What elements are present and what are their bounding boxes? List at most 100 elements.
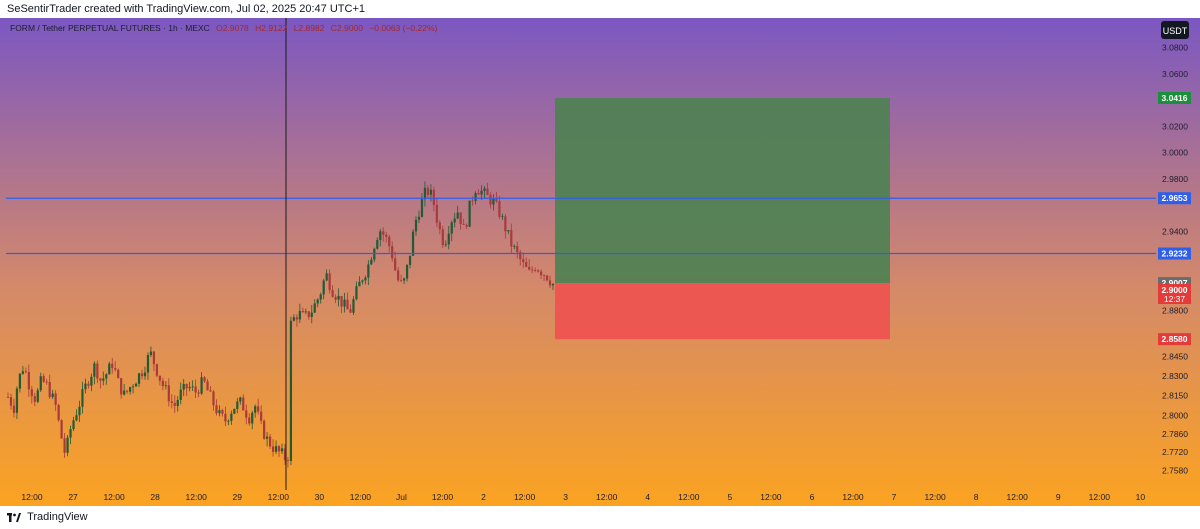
candle-body <box>239 397 242 402</box>
candle-body <box>450 222 453 234</box>
time-tick-label: 12:00 <box>103 492 125 502</box>
candle-body <box>33 396 36 402</box>
time-tick-label: 10 <box>1136 492 1146 502</box>
candle-body <box>245 410 248 418</box>
candle-body <box>117 369 120 379</box>
ohlc-open: O2.9078 <box>216 23 249 33</box>
candle-body <box>230 413 233 421</box>
candle-body <box>397 270 400 281</box>
time-tick-label: 28 <box>150 492 160 502</box>
candle-body <box>402 278 406 281</box>
candle-body <box>209 390 212 392</box>
tradingview-logo-icon <box>7 513 21 522</box>
candle-body <box>137 373 141 384</box>
currency-badge[interactable] <box>1161 21 1189 39</box>
symbol-name: FORM / Tether PERPETUAL FUTURES · 1h · M… <box>10 23 210 33</box>
candle-body <box>15 388 19 413</box>
price-tick-label: 2.9800 <box>1162 174 1188 184</box>
candle-body <box>188 387 191 389</box>
candle-body <box>268 436 272 447</box>
candle-body <box>504 216 507 232</box>
price-tick-label: 2.8300 <box>1162 371 1188 381</box>
time-tick-label: 12:00 <box>678 492 700 502</box>
candle-body <box>167 385 170 402</box>
candle-body <box>48 382 51 398</box>
candle-body <box>45 381 48 383</box>
candle-body <box>179 389 182 400</box>
time-tick-label: 12:00 <box>596 492 618 502</box>
candle-body <box>346 299 349 310</box>
candle-body <box>271 446 275 452</box>
candle-body <box>182 384 185 390</box>
candle-body <box>495 198 498 202</box>
candle-body <box>152 351 156 365</box>
candle-body <box>295 317 298 320</box>
candle-body <box>164 385 167 387</box>
candle-body <box>522 259 525 263</box>
time-tick-label: 12:00 <box>268 492 290 502</box>
candle-body <box>233 408 236 414</box>
candle-body <box>352 299 355 313</box>
time-tick-label: 9 <box>1056 492 1061 502</box>
price-tick-label: 3.0000 <box>1162 148 1188 158</box>
candle-body <box>140 373 144 377</box>
time-tick-label: 5 <box>727 492 732 502</box>
candle-body <box>251 412 254 424</box>
candle-body <box>376 239 379 249</box>
candle-body <box>489 194 492 205</box>
time-tick-label: 2 <box>481 492 486 502</box>
price-tick-label: 3.0600 <box>1162 69 1188 79</box>
time-tick-label: 30 <box>315 492 325 502</box>
time-tick-label: 6 <box>810 492 815 502</box>
candle-body <box>423 187 427 200</box>
candle-body <box>6 396 10 398</box>
candle-body <box>474 193 477 201</box>
ohlc-change: −0.0063 (−0.22%) <box>369 23 437 33</box>
candle-body <box>361 280 364 282</box>
chart-area[interactable]: FORM / Tether PERPETUAL FUTURES · 1h · M… <box>0 18 1200 506</box>
candle-body <box>298 310 301 320</box>
candle-body <box>260 411 263 421</box>
candle-body <box>367 264 370 278</box>
candle-body <box>277 446 281 452</box>
candle-body <box>364 277 367 281</box>
candle-body <box>316 299 319 304</box>
profit-zone <box>555 98 890 284</box>
time-tick-label: 12:00 <box>21 492 43 502</box>
price-tick-label: 2.7860 <box>1162 429 1188 439</box>
time-tick-label: 12:00 <box>186 492 208 502</box>
candle-body <box>507 230 510 232</box>
price-label-box <box>1158 284 1191 305</box>
currency-label: USDT <box>1163 26 1188 36</box>
loss-zone <box>555 283 890 340</box>
candle-body <box>81 389 84 407</box>
time-tick-label: 4 <box>645 492 650 502</box>
candle-body <box>525 262 528 267</box>
ohlc-high: H2.9122 <box>255 23 287 33</box>
candle-body <box>432 189 435 205</box>
price-tick-label: 3.0800 <box>1162 43 1188 53</box>
price-axis[interactable]: 3.0800 3.0600 3.0200 3.0000 2.9800 2.9400 2.88… <box>1162 43 1188 476</box>
candle-body <box>459 212 462 224</box>
candle-body <box>385 234 388 237</box>
candle-body <box>340 295 343 307</box>
candle-body <box>66 437 69 453</box>
candle-body <box>280 448 284 452</box>
candle-body <box>411 231 415 256</box>
candle-body <box>99 378 102 381</box>
time-axis[interactable]: 12:00 27 12:00 28 12:00 29 12:00 30 12:00 Jul 12:0… <box>21 492 1145 502</box>
candle-body <box>355 286 358 300</box>
footer-brand: TradingView <box>27 511 88 523</box>
candle-body <box>477 193 480 195</box>
candle-body <box>185 384 188 389</box>
time-tick-label: 8 <box>974 492 979 502</box>
candle-body <box>146 355 150 373</box>
candle-body <box>343 299 346 307</box>
candle-body <box>72 420 75 430</box>
price-tick-label: 2.8800 <box>1162 305 1188 315</box>
time-tick-label: 12:00 <box>924 492 946 502</box>
price-label-box <box>1158 92 1191 104</box>
candle-body <box>498 201 501 217</box>
candle-body <box>108 363 111 375</box>
candle-body <box>531 269 534 271</box>
